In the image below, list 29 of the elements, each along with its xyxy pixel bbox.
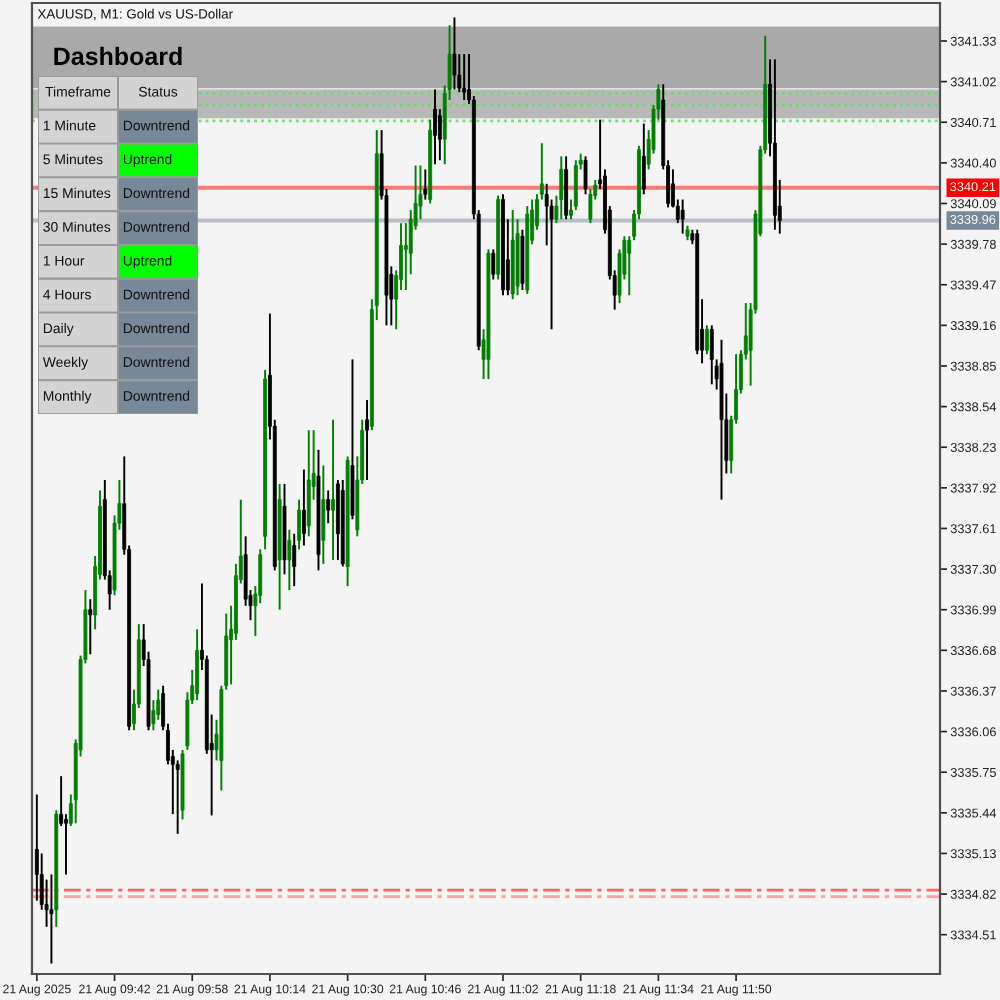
candlestick [292, 532, 297, 588]
candlestick [491, 248, 496, 281]
candlestick [321, 464, 326, 565]
candlestick [680, 198, 685, 235]
candlestick [306, 429, 311, 538]
candlestick [452, 16, 457, 91]
candlestick [709, 324, 714, 386]
candlestick [641, 122, 646, 196]
candlestick [423, 168, 428, 201]
candlestick [326, 489, 331, 525]
candlestick [195, 628, 200, 702]
candlestick [365, 399, 369, 481]
candlestick [34, 793, 39, 902]
candlestick [583, 155, 588, 196]
candlestick [88, 598, 93, 656]
candlestick [564, 155, 569, 221]
candlestick [301, 468, 306, 547]
candlestick [705, 324, 709, 356]
candlestick [287, 528, 292, 592]
candlestick [588, 188, 593, 225]
candlestick [49, 873, 54, 965]
candlestick [433, 88, 437, 166]
candlestick [297, 498, 301, 551]
candlestick [573, 159, 578, 212]
candlestick [520, 228, 525, 291]
candlestick [331, 418, 335, 561]
text: Dashboard [54, 46, 182, 66]
candlestick [462, 53, 467, 101]
candlestick [559, 155, 564, 221]
